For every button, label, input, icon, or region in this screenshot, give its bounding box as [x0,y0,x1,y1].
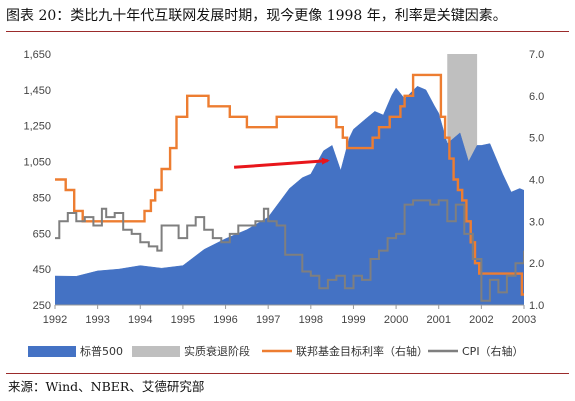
legend-item-fed-rate: 联邦基金目标利率（右轴） [262,344,428,358]
y-left-tick-label: 1,250 [23,121,51,133]
y-right-tick-label: 7.0 [529,49,544,61]
page-title: 图表 20：类比九十年代互联网发展时期，现今更像 1998 年，利率是关键因素。 [6,8,507,24]
x-tick-label: 1997 [256,314,280,326]
legend-item-cpi: CPI（右轴） [428,344,524,358]
x-tick-label: 2001 [426,314,450,326]
y-left-tick-label: 250 [33,300,51,312]
y-right-tick-label: 3.0 [529,216,544,228]
y-right-tick-label: 5.0 [529,133,544,145]
title-divider [6,31,569,32]
x-tick-label: 2002 [469,314,493,326]
x-tick-label: 1998 [299,314,323,326]
source-note: 来源：Wind、NBER、艾德研究部 [8,379,205,394]
x-tick-label: 1993 [85,314,109,326]
source-divider [6,373,569,374]
y-left-tick-label: 650 [33,228,51,240]
x-tick-label: 2000 [384,314,408,326]
legend-item-recession: 实质衰退阶段 [132,344,250,358]
legend-label: 联邦基金目标利率（右轴） [296,344,428,358]
x-tick-label: 1999 [341,314,365,326]
sp500-area [55,86,524,305]
y-left-tick-label: 450 [33,264,51,276]
x-tick-label: 1995 [171,314,195,326]
legend-swatch [28,346,76,357]
y-right-tick-label: 2.0 [529,258,544,270]
y-left-tick-label: 1,650 [23,49,51,61]
y-left-tick-label: 850 [33,192,51,204]
x-tick-label: 2003 [512,314,536,326]
y-left-tick-label: 1,450 [23,85,51,97]
highlight-arrow [233,157,330,169]
fed-rate-line [55,73,524,296]
legend-label: CPI（右轴） [462,344,524,358]
y-right-tick-label: 4.0 [529,175,544,187]
y-right-tick-label: 1.0 [529,300,544,312]
legend-item-sp500: 标普500 [28,344,123,358]
legend-swatch [132,346,180,357]
legend-label: 实质衰退阶段 [184,344,250,358]
sp500-fed-rate-chart: 250 450 650 850 1,050 1,250 1,450 1,650 1.0 2.0 3.… [23,49,544,358]
x-tick-label: 1996 [213,314,237,326]
x-tick-label: 1994 [128,314,152,326]
y-left-tick-label: 1,050 [23,157,51,169]
legend-label: 标普500 [80,344,123,358]
y-right-tick-label: 6.0 [529,91,544,103]
cpi-line [55,199,524,302]
x-tick-label: 1992 [43,314,67,326]
